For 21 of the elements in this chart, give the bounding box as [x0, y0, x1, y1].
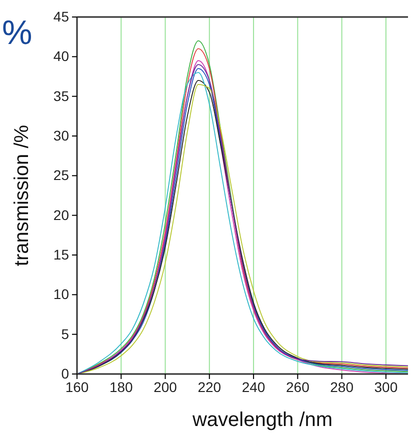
x-tick-label: 180 [109, 378, 134, 395]
x-axis-title: wavelength /nm [191, 409, 333, 431]
y-axis-title: transmission /% [11, 124, 33, 266]
y-tick-label: 30 [53, 127, 70, 144]
y-tick-label: 25 [53, 167, 70, 184]
y-tick-label: 20 [53, 206, 70, 223]
y-tick-label: 0 [61, 365, 70, 382]
y-tick-label: 40 [53, 48, 70, 64]
x-tick-label: 280 [330, 378, 354, 395]
y-tick-label: 10 [53, 286, 70, 302]
text: % [2, 14, 32, 52]
y-tick-label: 5 [61, 326, 70, 342]
y-tick-label: 15 [53, 246, 70, 262]
x-tick-label: 240 [242, 378, 266, 395]
x-tick-label: 160 [65, 378, 89, 395]
x-tick-label: 300 [374, 378, 398, 395]
y-tick-label: 35 [53, 88, 70, 104]
x-tick-label: 260 [286, 378, 310, 395]
x-tick-label: 220 [198, 378, 222, 395]
y-tick-label: 45 [53, 8, 70, 24]
x-tick-label: 200 [154, 378, 178, 395]
